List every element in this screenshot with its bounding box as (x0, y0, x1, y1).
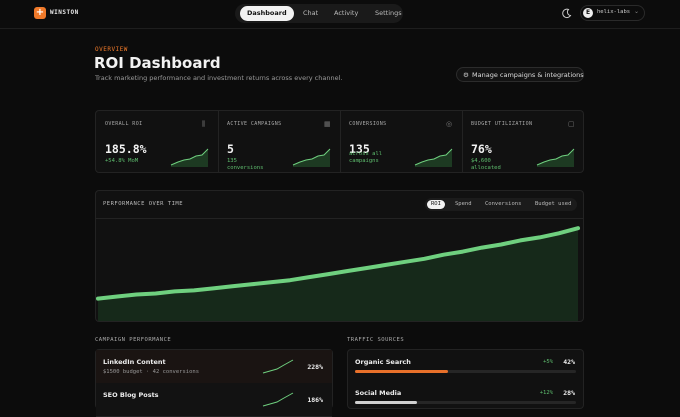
chart-tabs (425, 198, 577, 211)
traffic-card: Organic Search +5% 42% Social Media +12% 28% (347, 349, 584, 409)
nav-tabs: Dashboard Chat Activity Settings (235, 4, 403, 23)
traffic-change: +12% (539, 390, 553, 396)
traffic-change: +5% (543, 359, 553, 365)
chart-title: PERFORMANCE OVER TIME (103, 201, 184, 207)
kpi-icon: ▢ (568, 120, 575, 128)
brand-logo: + (34, 7, 46, 19)
kpi-label: CONVERSIONS (349, 121, 387, 127)
chart-divider (96, 218, 583, 219)
sparkline-line (414, 148, 453, 166)
sparkline-line (262, 359, 294, 374)
kpi-value: 5 (227, 142, 234, 156)
kpi-icon: ▦ (324, 120, 331, 128)
campaign-roi: 228% (307, 363, 323, 371)
chart-tab[interactable]: Budget used (535, 201, 572, 207)
manage-button[interactable] (456, 67, 584, 82)
campaign-row[interactable] (96, 350, 332, 384)
chart-tab[interactable]: Spend (455, 201, 472, 207)
workspace-switcher[interactable] (580, 5, 645, 21)
campaign-detail: $1500 budget · 42 conversions (103, 369, 200, 375)
kpi-label: ACTIVE CAMPAIGNS (227, 121, 282, 127)
sparkline-area (415, 149, 452, 167)
kpi-label: BUDGET UTILIZATION (471, 121, 533, 127)
nav-divider (0, 28, 680, 29)
kpi-label: OVERALL ROI (105, 121, 143, 127)
nav-tab[interactable]: Settings (375, 9, 402, 17)
kpi-note: across all campaigns (349, 151, 383, 164)
button-label: Manage campaigns & integrations (472, 71, 584, 79)
kpi-value: 76% (471, 142, 492, 156)
sparkline (262, 392, 294, 407)
brand-name: WINSTON (50, 9, 79, 16)
section-title: CAMPAIGN PERFORMANCE (95, 337, 172, 343)
traffic-share: 28% (563, 389, 575, 397)
traffic-track (355, 370, 576, 373)
page-title: ROI Dashboard (94, 54, 221, 72)
eyebrow: OVERVIEW (95, 46, 128, 53)
campaign-name: SEO Blog Posts (103, 391, 159, 399)
chart-line (96, 226, 580, 301)
theme-toggle[interactable] (561, 8, 572, 19)
traffic-bar (355, 401, 417, 404)
button-icon: ⚙ (463, 71, 469, 79)
chevron: ⌄ (634, 8, 640, 15)
page: { "nav": { "brand": "WINSTON", "tabs": [… (0, 4, 680, 417)
traffic-name: Organic Search (355, 358, 411, 366)
avatar: E (583, 8, 593, 18)
sparkline-line (292, 148, 331, 166)
performance-card: PERFORMANCE OVER TIME ROI Spend Conversions… (95, 190, 584, 322)
campaign-row[interactable] (96, 383, 332, 417)
section-title: TRAFFIC SOURCES (347, 337, 405, 343)
kpi-note: $4,600 allocated (471, 158, 501, 171)
kpi-note: +54.8% MoM (105, 158, 139, 164)
kpi-divider (462, 111, 463, 172)
sparkline-area (293, 149, 330, 167)
kpi-divider (340, 111, 341, 172)
sparkline-area (537, 149, 574, 167)
sparkline (292, 148, 331, 167)
campaign-name: LinkedIn Content (103, 358, 166, 366)
sparkline (536, 148, 575, 167)
sparkline (414, 148, 453, 167)
sparkline-line (170, 148, 209, 166)
sparkline-line (262, 392, 294, 407)
kpi-value: 185.8% (105, 142, 147, 156)
kpi-strip: OVERALL ROI ⫼ 185.8% +54.8% MoM ACTIVE CAMPA… (95, 110, 584, 173)
kpi-divider (218, 111, 219, 172)
nav-tab[interactable]: Dashboard (240, 6, 294, 21)
chart-plot (96, 226, 580, 321)
campaign-card: LinkedIn Content $1500 budget · 42 conver… (95, 349, 333, 417)
traffic-name: Social Media (355, 389, 402, 397)
workspace-name: helix-labs (597, 9, 631, 15)
nav-tab[interactable]: Chat (303, 9, 319, 17)
sparkline-line (536, 148, 575, 166)
chart-tab[interactable]: Conversions (485, 201, 522, 207)
page-subtitle: Track marketing performance and investme… (95, 74, 343, 82)
sparkline-area (171, 149, 208, 167)
nav-tab[interactable]: Activity (334, 9, 359, 17)
kpi-note: 135 conversions (227, 158, 264, 171)
chart-area (98, 228, 578, 321)
sparkline (262, 359, 294, 374)
chart-tab[interactable]: ROI (427, 200, 445, 209)
kpi-icon: ◎ (446, 120, 453, 128)
sparkline (170, 148, 209, 167)
traffic-share: 42% (563, 358, 575, 366)
traffic-bar (355, 370, 448, 373)
campaign-roi: 186% (307, 396, 323, 404)
kpi-value: 135 (349, 142, 370, 156)
kpi-icon: ⫼ (202, 120, 206, 128)
